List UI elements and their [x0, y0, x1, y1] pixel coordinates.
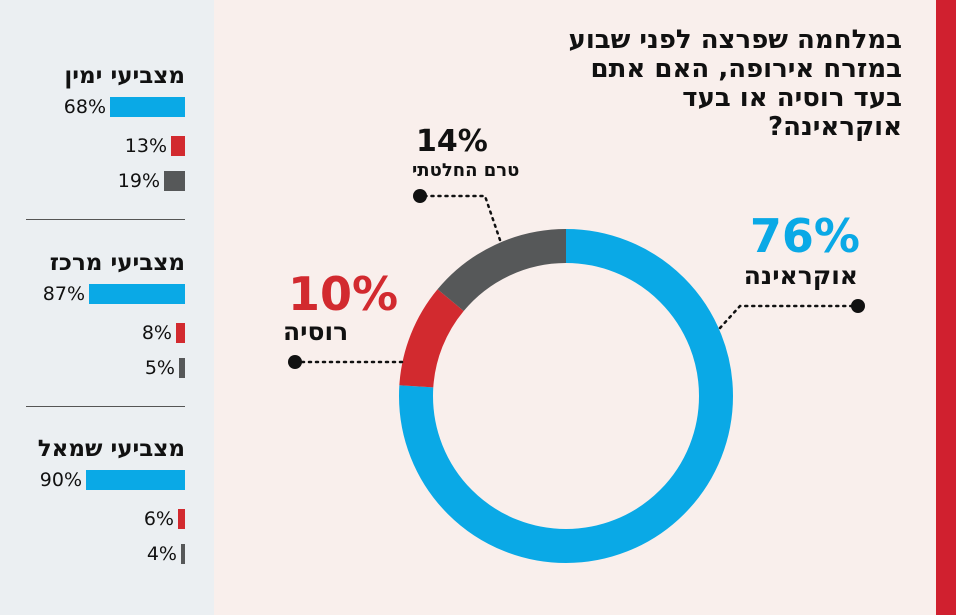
bar-value-label: 4% — [146, 543, 177, 565]
group-title: מצביעי שמאל — [37, 436, 185, 462]
slice-label-undecided: טרם החלטתי — [412, 160, 520, 181]
bar-2 — [179, 358, 185, 378]
slice-value-russia: 10% — [288, 267, 399, 321]
group-title: מצביעי ימין — [64, 63, 185, 89]
bar-row: 13% — [0, 135, 214, 157]
slice-value-ukraine: 76% — [749, 209, 860, 263]
bar-row: 87% — [0, 283, 214, 305]
bar-value-label: 8% — [141, 322, 172, 344]
leader-line-2 — [418, 194, 502, 242]
bar-value-label: 5% — [144, 357, 175, 379]
leader-line-0 — [718, 304, 860, 330]
bar-row: 90% — [0, 469, 214, 491]
bar-2 — [181, 544, 185, 564]
bar-value-label: 6% — [143, 508, 174, 530]
bar-2 — [164, 171, 185, 191]
bar-1 — [178, 509, 185, 529]
accent-strip — [936, 0, 956, 615]
bar-row: 19% — [0, 170, 214, 192]
bar-value-label: 19% — [117, 170, 160, 192]
slice-label-russia: רוסיה — [283, 317, 349, 346]
bar-0 — [89, 284, 185, 304]
bar-value-label: 13% — [124, 135, 167, 157]
bar-row: 4% — [0, 543, 214, 565]
bar-row: 6% — [0, 508, 214, 530]
bar-1 — [171, 136, 185, 156]
bar-row: 5% — [0, 357, 214, 379]
donut-slice-2 — [399, 229, 733, 563]
bar-0 — [86, 470, 185, 490]
group-title: מצביעי מרכז — [49, 250, 185, 276]
leader-dot-1 — [288, 355, 302, 369]
leader-dot-0 — [851, 299, 865, 313]
bar-1 — [176, 323, 185, 343]
leader-dot-2 — [413, 189, 427, 203]
bar-value-label: 68% — [63, 96, 106, 118]
group-divider — [26, 219, 185, 220]
bar-row: 8% — [0, 322, 214, 344]
slice-value-undecided: 14% — [416, 124, 488, 159]
bar-row: 68% — [0, 96, 214, 118]
chart-title: במלחמה שפרצה לפני שבוע במזרח אירופה, האם… — [568, 25, 902, 142]
bar-value-label: 87% — [42, 283, 85, 305]
group-divider — [26, 406, 185, 407]
bar-value-label: 90% — [39, 469, 82, 491]
slice-label-ukraine: אוקראינה — [743, 261, 858, 290]
bar-0 — [110, 97, 185, 117]
